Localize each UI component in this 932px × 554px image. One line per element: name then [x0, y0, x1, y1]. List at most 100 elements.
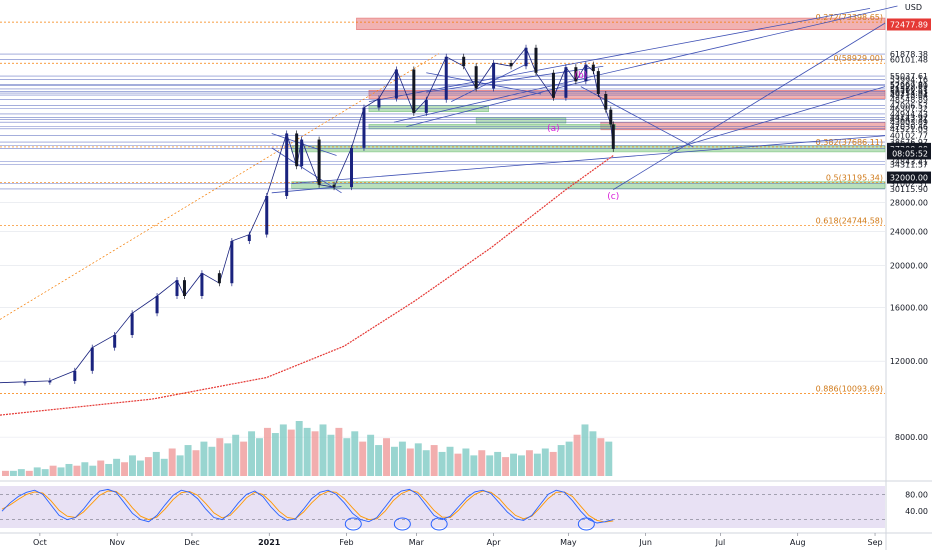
price-line[interactable]	[0, 47, 614, 384]
volume-bar	[113, 458, 121, 476]
volume-bar	[335, 427, 343, 476]
zone-4[interactable]	[475, 117, 567, 124]
time-tick-label: Dec	[184, 538, 199, 547]
volume-bar	[121, 462, 129, 476]
candle[interactable]	[217, 273, 221, 284]
price-marker-bg	[887, 18, 931, 31]
volume-bar	[597, 438, 605, 476]
candle[interactable]	[534, 47, 538, 73]
candle[interactable]	[362, 107, 366, 148]
candle[interactable]	[317, 139, 321, 185]
price-tick-label: 34311.57	[890, 161, 928, 170]
candle[interactable]	[509, 63, 513, 67]
candle[interactable]	[524, 47, 528, 67]
zone-7[interactable]	[291, 181, 886, 189]
long-support-line[interactable]	[291, 135, 886, 184]
candle[interactable]	[424, 99, 428, 113]
candle[interactable]	[462, 56, 466, 67]
candle[interactable]	[90, 347, 94, 371]
projection-diag-line[interactable]	[667, 86, 886, 151]
candle[interactable]	[412, 69, 416, 113]
zone-0[interactable]	[356, 17, 886, 30]
candle[interactable]	[175, 280, 179, 296]
triangle-upper-line[interactable]	[271, 147, 342, 194]
volume-bar	[438, 451, 446, 476]
candle[interactable]	[48, 380, 52, 383]
time-tick-label: Mar	[409, 538, 425, 547]
stoch-oversold-marker	[344, 517, 362, 531]
candle[interactable]	[350, 147, 354, 188]
candle[interactable]	[332, 184, 336, 188]
price-tick-label: 42030.46	[890, 123, 928, 132]
candle[interactable]	[130, 313, 134, 336]
triangle-lower-line[interactable]	[271, 186, 342, 194]
candle[interactable]	[474, 66, 478, 89]
candle[interactable]	[182, 280, 186, 296]
pennant-line[interactable]	[271, 133, 337, 156]
candle[interactable]	[596, 71, 600, 95]
candle[interactable]	[155, 295, 159, 314]
candle[interactable]	[73, 370, 77, 381]
volume-bar	[383, 438, 390, 476]
zone-1[interactable]	[368, 89, 886, 99]
candle[interactable]	[377, 98, 381, 108]
candle[interactable]	[574, 67, 578, 82]
volume-bar	[589, 431, 597, 476]
channel-top-line[interactable]	[368, 7, 871, 103]
candle[interactable]	[295, 133, 299, 167]
candle[interactable]	[564, 67, 568, 98]
channel-low-line[interactable]	[406, 79, 591, 128]
candle[interactable]	[113, 335, 117, 348]
candle[interactable]	[23, 381, 27, 384]
candle[interactable]	[300, 139, 304, 167]
candle[interactable]	[285, 133, 289, 196]
wedge-top-line[interactable]	[426, 65, 604, 93]
time-tick-label: May	[560, 538, 577, 547]
stoch-k-line[interactable]	[1, 488, 614, 524]
candle[interactable]	[591, 64, 595, 72]
candle[interactable]	[200, 273, 204, 296]
candle[interactable]	[604, 94, 608, 110]
channel-mid-line[interactable]	[393, 5, 898, 123]
volume-bar	[208, 446, 216, 476]
volume-bar	[192, 450, 200, 476]
stoch-oversold-marker	[393, 517, 411, 531]
price-tick-label: 50711.93	[890, 87, 928, 96]
fib-label: 0.886(10093.69)	[816, 385, 883, 394]
candle[interactable]	[492, 63, 496, 89]
candle[interactable]	[609, 109, 613, 125]
time-tick-label: Feb	[339, 538, 353, 547]
candle[interactable]	[444, 56, 448, 100]
projection-arrow-line[interactable]	[613, 22, 886, 190]
price-marker-label: 08:05:52	[892, 149, 928, 158]
candle[interactable]	[247, 234, 251, 242]
fib-trend-line[interactable]	[0, 53, 439, 320]
volume-bar	[89, 465, 97, 476]
candle[interactable]	[394, 69, 398, 99]
moving-average-line[interactable]	[0, 155, 614, 416]
time-tick-label: 2021	[258, 538, 281, 547]
candle[interactable]	[584, 64, 588, 82]
volume-bar	[9, 470, 17, 476]
volume-bar	[224, 443, 232, 476]
volume-bar	[557, 445, 565, 476]
fib-label: 0.382(37686.11)	[816, 138, 883, 147]
stoch-d-line[interactable]	[1, 489, 614, 523]
candle[interactable]	[265, 195, 269, 235]
volume-bar	[343, 438, 351, 476]
price-marker-bg	[887, 147, 931, 160]
price-tick-label: 30115.90	[890, 185, 928, 194]
stoch-tick-label: 80.00	[905, 490, 928, 499]
wedge-cross-line-2[interactable]	[451, 62, 529, 103]
candle[interactable]	[611, 124, 615, 149]
price-tick-label: 20000.00	[890, 262, 928, 271]
volume-bar	[33, 467, 41, 476]
candle[interactable]	[230, 241, 234, 284]
candle[interactable]	[551, 72, 555, 98]
price-tick-label: 43003.89	[890, 118, 928, 127]
time-tick-label: Nov	[109, 538, 125, 547]
volume-bar	[327, 434, 335, 476]
price-tick-label: 34843.41	[890, 158, 928, 167]
